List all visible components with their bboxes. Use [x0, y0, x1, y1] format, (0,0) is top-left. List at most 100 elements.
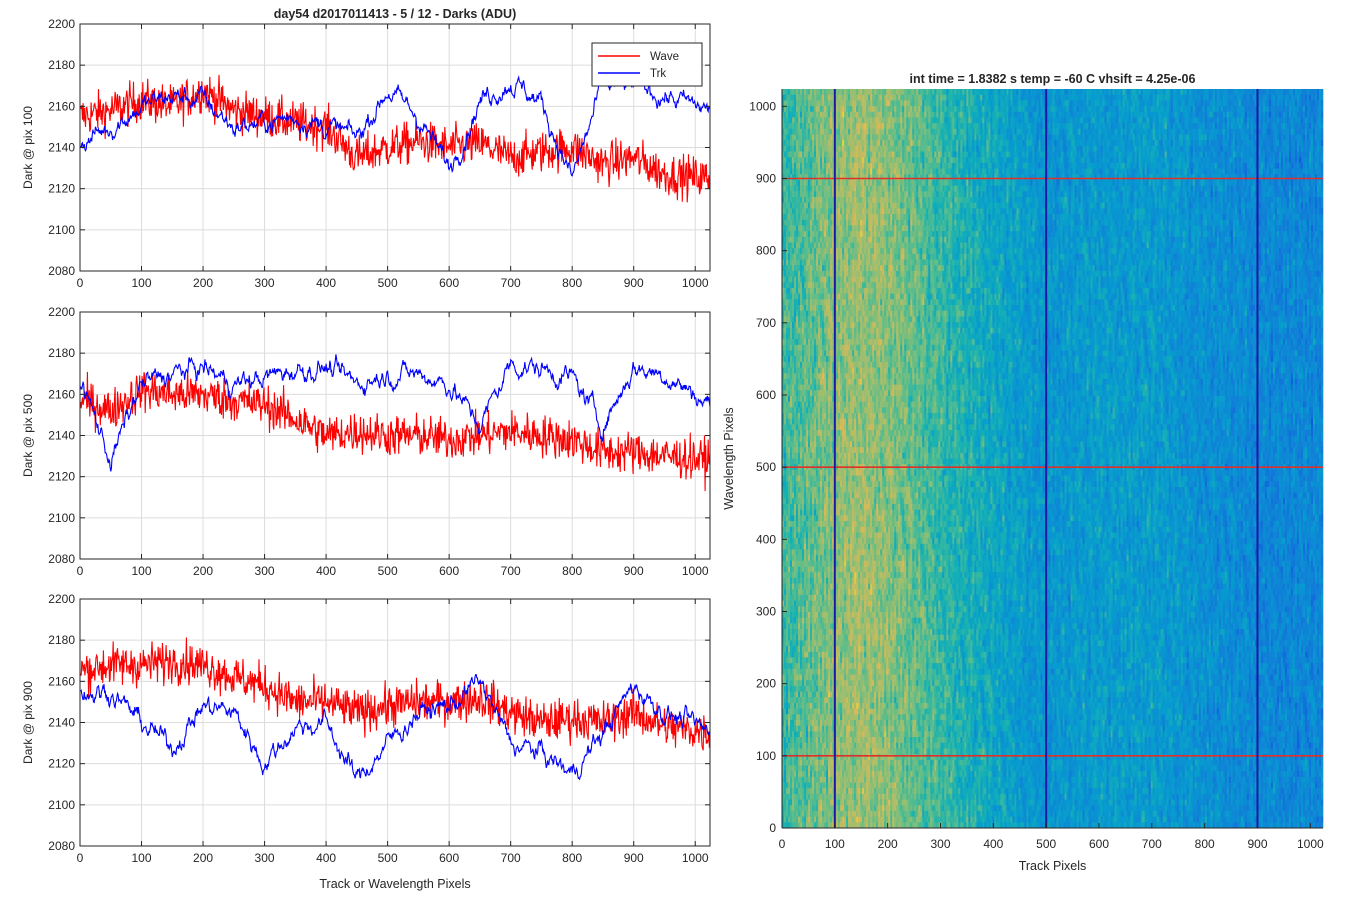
heatmap-cell — [792, 737, 794, 743]
heatmap-cell — [800, 140, 802, 146]
heatmap-cell — [842, 191, 844, 197]
heatmap-cell — [818, 379, 820, 385]
heatmap-cell — [788, 208, 790, 214]
heatmap-cell — [844, 385, 846, 391]
heatmap-cell — [790, 652, 792, 658]
heatmap-cell — [794, 350, 796, 356]
heatmap-cell — [848, 129, 850, 135]
heatmap-cell — [804, 305, 806, 311]
heatmap-cell — [808, 504, 810, 510]
heatmap-cell — [854, 112, 856, 118]
heatmap-cell — [800, 657, 802, 663]
heatmap-cell — [784, 777, 786, 783]
heatmap-cell — [816, 350, 818, 356]
heatmap-cell — [838, 470, 840, 476]
heatmap-cell — [802, 225, 804, 231]
heatmap-cell — [802, 623, 804, 629]
heatmap-cell — [788, 481, 790, 487]
heatmap-cell — [784, 555, 786, 561]
heatmap-cell — [824, 225, 826, 231]
heatmap-cell — [798, 459, 800, 465]
heatmap-cell — [852, 134, 854, 140]
heatmap-cell — [814, 134, 816, 140]
heatmap-cell — [830, 743, 832, 749]
heatmap-cell — [844, 333, 846, 339]
heatmap-cell — [848, 413, 850, 419]
heatmap-cell — [836, 180, 838, 186]
heatmap-cell — [798, 544, 800, 550]
heatmap-cell — [814, 95, 816, 101]
heatmap-cell — [840, 623, 842, 629]
heatmap-cell — [812, 356, 814, 362]
heatmap-cell — [786, 430, 788, 436]
heatmap-cell — [840, 328, 842, 334]
heatmap-cell — [792, 697, 794, 703]
heatmap-cell — [818, 89, 820, 95]
heatmap-cell — [814, 703, 816, 709]
heatmap-cell — [800, 589, 802, 595]
heatmap-cell — [790, 760, 792, 766]
heatmap-cell — [786, 697, 788, 703]
heatmap-cell — [814, 680, 816, 686]
heatmap-cell — [810, 726, 812, 732]
heatmap-cell — [820, 709, 822, 715]
heatmap-cell — [842, 152, 844, 158]
heatmap-cell — [824, 260, 826, 266]
heatmap-cell — [822, 498, 824, 504]
heatmap-cell — [816, 567, 818, 573]
heatmap-cell — [812, 294, 814, 300]
heatmap-cell — [800, 254, 802, 260]
heatmap-cell — [792, 152, 794, 158]
heatmap-cell — [842, 527, 844, 533]
heatmap-cell — [818, 373, 820, 379]
heatmap-cell — [852, 112, 854, 118]
heatmap-cell — [784, 720, 786, 726]
heatmap-cell — [786, 754, 788, 760]
heatmap-cell — [826, 430, 828, 436]
y-tick-label: 2180 — [48, 633, 75, 647]
heatmap-cell — [820, 686, 822, 692]
heatmap-cell — [844, 595, 846, 601]
heatmap-cell — [812, 675, 814, 681]
heatmap-cell — [802, 333, 804, 339]
heatmap-cell — [812, 419, 814, 425]
heatmap-cell — [836, 487, 838, 493]
heatmap-cell — [820, 783, 822, 789]
heatmap-cell — [818, 709, 820, 715]
heatmap-cell — [790, 345, 792, 351]
heatmap-cell — [814, 89, 816, 95]
heatmap-cell — [842, 783, 844, 789]
heatmap-cell — [820, 95, 822, 101]
heatmap-cell — [794, 140, 796, 146]
heatmap-cell — [788, 680, 790, 686]
heatmap-cell — [840, 822, 842, 828]
heatmap-cell — [850, 743, 852, 749]
heatmap-cell — [784, 601, 786, 607]
heatmap-cell — [842, 743, 844, 749]
heatmap-cell — [808, 686, 810, 692]
heatmap-cell — [848, 521, 850, 527]
heatmap-cell — [830, 288, 832, 294]
heatmap-cell — [796, 339, 798, 345]
heatmap-cell — [800, 532, 802, 538]
heatmap-cell — [810, 299, 812, 305]
heatmap-cell — [838, 783, 840, 789]
heatmap-cell — [840, 629, 842, 635]
heatmap-cell — [796, 476, 798, 482]
heatmap-cell — [816, 402, 818, 408]
heatmap-cell — [826, 811, 828, 817]
heatmap-cell — [828, 487, 830, 493]
heatmap-cell — [788, 567, 790, 573]
heatmap-cell — [802, 578, 804, 584]
heatmap-cell — [796, 527, 798, 533]
heatmap-cell — [846, 436, 848, 442]
x-tick-label: 500 — [378, 564, 398, 578]
heatmap-cell — [812, 134, 814, 140]
heatmap-cell — [838, 146, 840, 152]
heatmap-cell — [820, 237, 822, 243]
heatmap-cell — [846, 203, 848, 209]
x-tick-label: 900 — [624, 276, 644, 290]
heatmap-cell — [830, 134, 832, 140]
heatmap-cell — [816, 163, 818, 169]
heatmap-cell — [784, 618, 786, 624]
